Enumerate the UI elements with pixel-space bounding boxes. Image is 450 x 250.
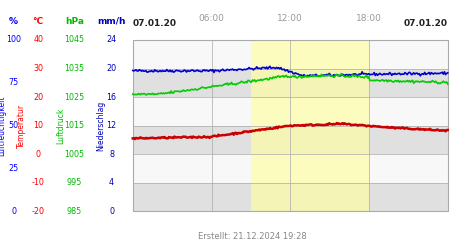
Text: Erstellt: 21.12.2024 19:28: Erstellt: 21.12.2024 19:28 xyxy=(198,232,307,241)
Text: 8: 8 xyxy=(109,150,114,159)
Text: 1015: 1015 xyxy=(64,121,84,130)
Text: 07.01.20: 07.01.20 xyxy=(133,18,177,28)
Text: 4: 4 xyxy=(109,178,114,187)
Text: Niederschlag: Niederschlag xyxy=(97,100,106,151)
Text: 07.01.20: 07.01.20 xyxy=(404,18,448,28)
Text: 1005: 1005 xyxy=(64,150,84,159)
Text: 18:00: 18:00 xyxy=(356,14,382,22)
Bar xyxy=(251,40,369,211)
Bar xyxy=(133,183,448,211)
Text: Temperatur: Temperatur xyxy=(17,104,26,148)
Text: 10: 10 xyxy=(33,121,43,130)
Text: 24: 24 xyxy=(107,36,117,44)
Text: 1045: 1045 xyxy=(64,36,84,44)
Text: 12:00: 12:00 xyxy=(277,14,303,22)
Text: 0: 0 xyxy=(109,207,114,216)
Text: hPa: hPa xyxy=(65,17,84,26)
Text: °C: °C xyxy=(33,17,44,26)
Text: mm/h: mm/h xyxy=(97,17,126,26)
Text: 16: 16 xyxy=(107,92,117,102)
Text: 985: 985 xyxy=(67,207,82,216)
Bar xyxy=(133,40,448,68)
Text: 25: 25 xyxy=(9,164,18,173)
Bar xyxy=(133,126,448,154)
Text: 40: 40 xyxy=(33,36,43,44)
Text: -20: -20 xyxy=(32,207,45,216)
Bar xyxy=(133,97,448,126)
Bar xyxy=(133,154,448,183)
Text: 20: 20 xyxy=(107,64,117,73)
Text: -10: -10 xyxy=(32,178,45,187)
Text: Luftdruck: Luftdruck xyxy=(56,108,65,144)
Text: Luftfeuchtigkeit: Luftfeuchtigkeit xyxy=(0,95,7,156)
Text: 30: 30 xyxy=(33,64,43,73)
Text: 12: 12 xyxy=(107,121,117,130)
Text: 0: 0 xyxy=(11,207,16,216)
Text: 100: 100 xyxy=(6,36,21,44)
Text: %: % xyxy=(9,17,18,26)
Text: 20: 20 xyxy=(33,92,43,102)
Bar xyxy=(133,40,448,211)
Text: 1025: 1025 xyxy=(64,92,85,102)
Text: 995: 995 xyxy=(67,178,82,187)
Text: 0: 0 xyxy=(36,150,41,159)
Text: 06:00: 06:00 xyxy=(198,14,225,22)
Bar xyxy=(133,68,448,97)
Text: 50: 50 xyxy=(9,121,18,130)
Text: 1035: 1035 xyxy=(64,64,84,73)
Text: 75: 75 xyxy=(9,78,18,87)
